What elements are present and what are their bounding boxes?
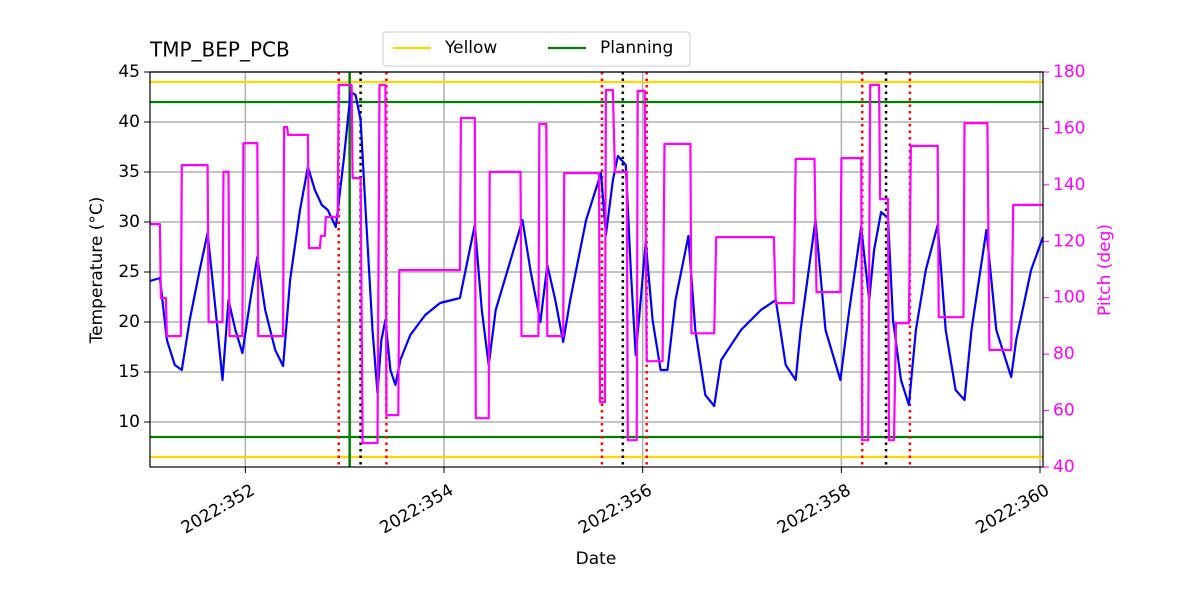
x-tick-label: 2022:358 bbox=[774, 480, 855, 538]
y2-tick-label: 60 bbox=[1053, 401, 1075, 421]
y2-tick-label: 120 bbox=[1053, 231, 1085, 251]
y2-tick-label: 40 bbox=[1053, 457, 1075, 477]
y2-tick-label: 100 bbox=[1053, 288, 1085, 308]
plot-frame bbox=[149, 71, 1044, 468]
y-tick-label: 40 bbox=[118, 112, 140, 132]
y2-axis-label: Pitch (deg) bbox=[1095, 224, 1115, 316]
y2-tick-label: 80 bbox=[1053, 344, 1075, 364]
series-line bbox=[149, 90, 1045, 408]
y2-tick-label: 160 bbox=[1053, 118, 1085, 138]
x-axis-label: Date bbox=[576, 549, 617, 569]
legend-box bbox=[382, 31, 691, 67]
x-tick-label: 2022:356 bbox=[575, 480, 656, 538]
y-tick-label: 15 bbox=[118, 362, 140, 382]
y-axis-label: Temperature (°C) bbox=[87, 197, 107, 345]
y-tick-label: 10 bbox=[118, 412, 140, 432]
y-tick-label: 35 bbox=[118, 162, 140, 182]
y-tick-label: 20 bbox=[118, 312, 140, 332]
x-tick-label: 2022:354 bbox=[376, 480, 457, 538]
chart-title: TMP_BEP_PCB bbox=[149, 38, 290, 62]
y-tick-label: 45 bbox=[118, 62, 140, 82]
y-tick-label: 25 bbox=[118, 262, 140, 282]
x-tick-label: 2022:352 bbox=[178, 480, 259, 538]
y2-tick-label: 180 bbox=[1053, 62, 1085, 82]
legend-label: Planning bbox=[600, 38, 673, 58]
y2-tick-label: 140 bbox=[1053, 175, 1085, 195]
y-tick-label: 30 bbox=[118, 212, 140, 232]
series-line bbox=[150, 83, 1043, 445]
x-tick-label: 2022:360 bbox=[972, 480, 1053, 538]
legend-label: Yellow bbox=[444, 38, 497, 58]
